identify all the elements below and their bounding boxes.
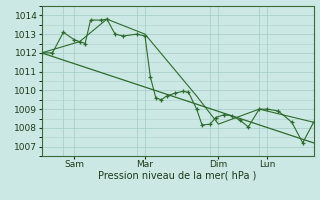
X-axis label: Pression niveau de la mer( hPa ): Pression niveau de la mer( hPa ) xyxy=(99,171,257,181)
